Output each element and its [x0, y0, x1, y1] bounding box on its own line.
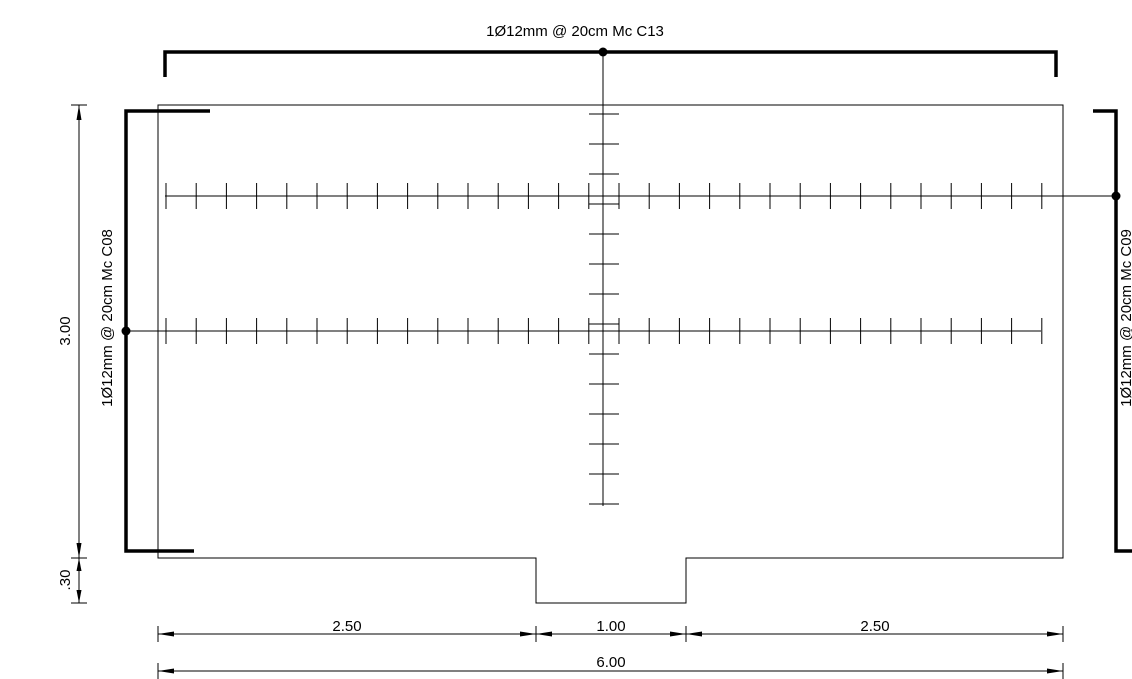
dimension-bottom-right: 2.50 — [860, 618, 889, 635]
left-rebar-label: 1Ø12mm @ 20cm Mc C08 — [99, 229, 116, 407]
dimension-bottom-center: 1.00 — [596, 618, 625, 635]
dimension-bottom-left: 2.50 — [332, 618, 361, 635]
dimension-bottom-total: 6.00 — [596, 654, 625, 671]
bottom-dimension-chain — [157, 626, 1064, 642]
dimension-height-step: .30 — [57, 570, 74, 591]
total-dimension-line — [157, 663, 1064, 679]
right-rebar-bracket — [1093, 109, 1132, 553]
left-dimension-line — [71, 104, 87, 604]
dimension-height-main: 3.00 — [57, 316, 74, 345]
top-rebar-bracket — [163, 50, 1058, 77]
footing-outline — [157, 104, 1064, 604]
top-rebar-label: 1Ø12mm @ 20cm Mc C13 — [486, 23, 664, 40]
right-rebar-label: 1Ø12mm @ 20cm Mc C09 — [1118, 229, 1132, 407]
rebar-tick-marks — [165, 113, 1043, 505]
